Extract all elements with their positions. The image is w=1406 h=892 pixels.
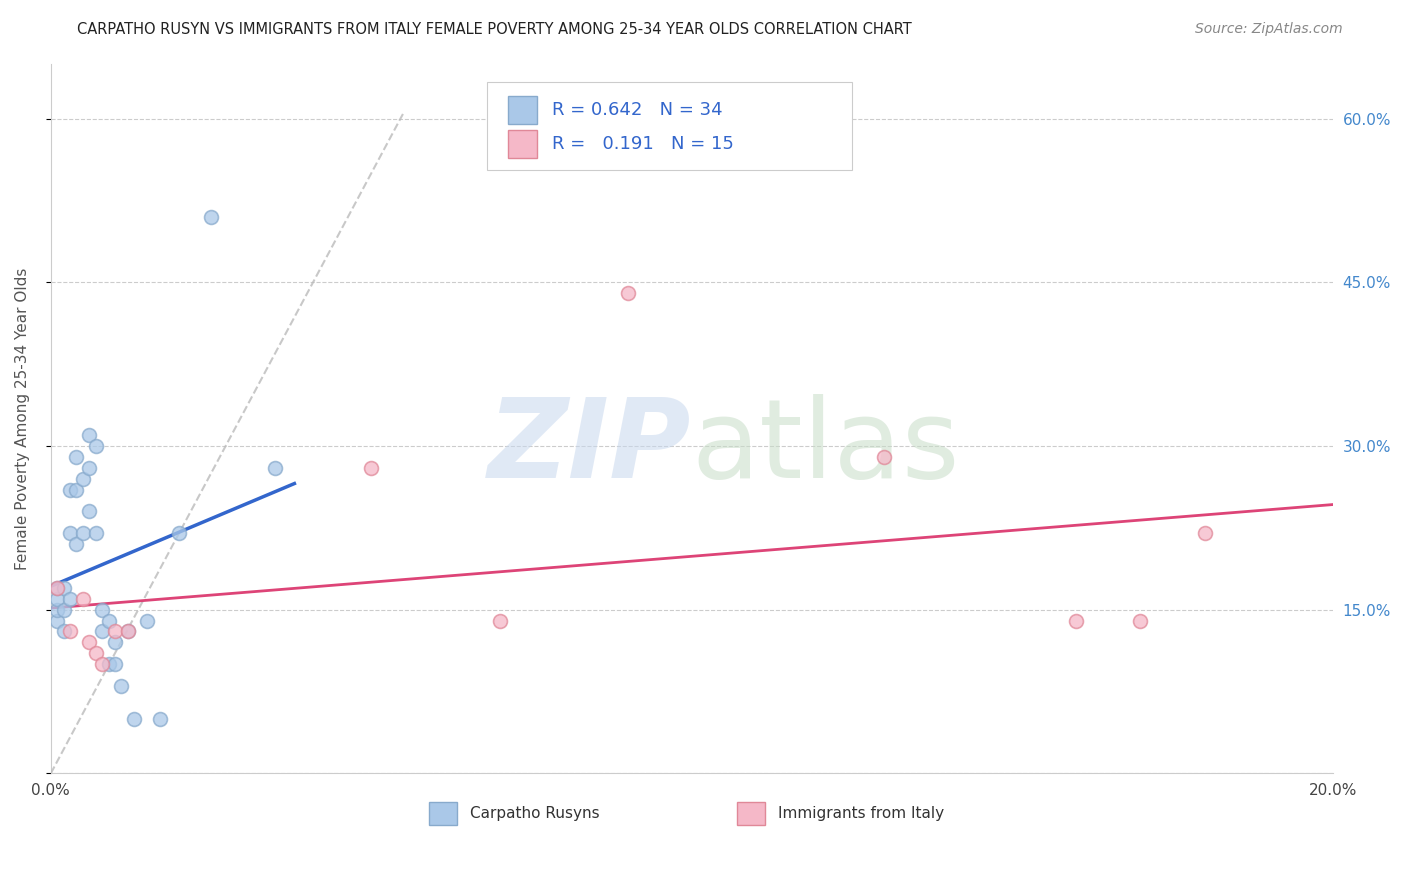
Point	[52, 581, 75, 595]
Text: R =   0.191   N = 15: R = 0.191 N = 15	[553, 136, 734, 153]
Point	[46, 591, 69, 606]
Point	[136, 614, 159, 628]
Text: Immigrants from Italy: Immigrants from Italy	[778, 806, 943, 822]
Point	[616, 286, 638, 301]
Point	[79, 460, 101, 475]
Point	[59, 624, 82, 639]
Point	[117, 624, 139, 639]
Point	[52, 602, 75, 616]
Point	[46, 602, 69, 616]
Point	[149, 712, 172, 726]
Point	[72, 526, 94, 541]
Point	[79, 504, 101, 518]
FancyBboxPatch shape	[509, 96, 537, 124]
Point	[97, 657, 120, 672]
Text: Carpatho Rusyns: Carpatho Rusyns	[470, 806, 599, 822]
Point	[59, 483, 82, 497]
Point	[46, 581, 69, 595]
Point	[1194, 526, 1216, 541]
Text: R = 0.642   N = 34: R = 0.642 N = 34	[553, 101, 723, 120]
Point	[46, 581, 69, 595]
Point	[65, 483, 87, 497]
Point	[65, 537, 87, 551]
Point	[360, 460, 382, 475]
Point	[79, 635, 101, 649]
Point	[84, 646, 107, 660]
Point	[72, 472, 94, 486]
FancyBboxPatch shape	[486, 82, 852, 170]
Point	[84, 439, 107, 453]
Point	[79, 428, 101, 442]
Point	[104, 635, 127, 649]
Point	[59, 591, 82, 606]
Point	[52, 624, 75, 639]
FancyBboxPatch shape	[509, 130, 537, 159]
Point	[873, 450, 896, 464]
Point	[1066, 614, 1088, 628]
Point	[104, 657, 127, 672]
Point	[117, 624, 139, 639]
Point	[91, 657, 114, 672]
Point	[59, 526, 82, 541]
Point	[488, 614, 510, 628]
Y-axis label: Female Poverty Among 25-34 Year Olds: Female Poverty Among 25-34 Year Olds	[15, 268, 30, 570]
Point	[91, 602, 114, 616]
Point	[46, 614, 69, 628]
Point	[72, 591, 94, 606]
Text: CARPATHO RUSYN VS IMMIGRANTS FROM ITALY FEMALE POVERTY AMONG 25-34 YEAR OLDS COR: CARPATHO RUSYN VS IMMIGRANTS FROM ITALY …	[77, 22, 912, 37]
FancyBboxPatch shape	[429, 803, 457, 825]
Point	[167, 526, 190, 541]
FancyBboxPatch shape	[737, 803, 765, 825]
Point	[104, 624, 127, 639]
Point	[97, 614, 120, 628]
Text: ZIP: ZIP	[488, 393, 692, 500]
Point	[110, 679, 132, 693]
Point	[1129, 614, 1152, 628]
Text: Source: ZipAtlas.com: Source: ZipAtlas.com	[1195, 22, 1343, 37]
Point	[122, 712, 145, 726]
Point	[200, 210, 222, 224]
Point	[65, 450, 87, 464]
Point	[264, 460, 287, 475]
Point	[91, 624, 114, 639]
Point	[84, 526, 107, 541]
Text: atlas: atlas	[692, 393, 960, 500]
